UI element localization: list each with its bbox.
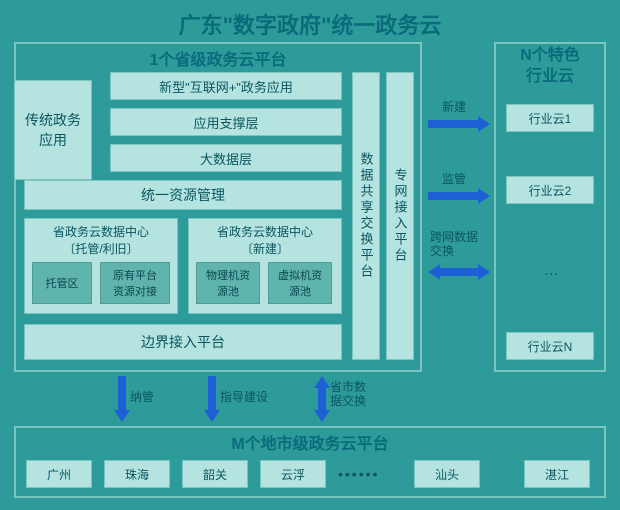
arrow-guide xyxy=(204,376,220,422)
arrow-manage-label: 纳管 xyxy=(130,388,154,405)
arrow-new-build-label: 新建 xyxy=(442,98,466,115)
industry-dots: ⋮ xyxy=(544,267,560,283)
municipal-heading: M个地市级政务云平台 xyxy=(14,430,606,454)
city-1: 珠海 xyxy=(104,460,170,488)
industry-outer xyxy=(494,42,606,372)
data-share-box: 数据共享交换平台 xyxy=(352,72,380,360)
arrow-guide-label: 指导建设 xyxy=(220,388,268,405)
city-0: 广州 xyxy=(26,460,92,488)
traditional-app-box: 传统政务 应用 xyxy=(14,80,92,180)
dc-right-sub1: 物理机资 源池 xyxy=(196,262,260,304)
arrow-supervise xyxy=(428,188,490,204)
arrow-exchange-label: 省市数 据交换 xyxy=(330,380,366,409)
dc-right-sub2: 虚拟机资 源池 xyxy=(268,262,332,304)
industry-item-2: 行业云2 xyxy=(506,176,594,204)
industry-heading: N个特色 行业云 xyxy=(494,46,606,88)
arrow-cross-net xyxy=(428,264,490,280)
industry-item-n: 行业云N xyxy=(506,332,594,360)
dc-left-sub2: 原有平台 资源对接 xyxy=(100,262,170,304)
arrow-manage xyxy=(114,376,130,422)
big-data-box: 大数据层 xyxy=(110,144,342,172)
city-5: 湛江 xyxy=(524,460,590,488)
arrow-new-build xyxy=(428,116,490,132)
city-4: 汕头 xyxy=(414,460,480,488)
city-dots: •••••• xyxy=(338,466,379,482)
city-3: 云浮 xyxy=(260,460,326,488)
industry-item-1: 行业云1 xyxy=(506,104,594,132)
arrow-supervise-label: 监管 xyxy=(442,170,466,187)
boundary-box: 边界接入平台 xyxy=(24,324,342,360)
app-support-box: 应用支撑层 xyxy=(110,108,342,136)
dc-left-sub1: 托管区 xyxy=(32,262,92,304)
arrow-exchange xyxy=(314,376,330,422)
provincial-heading: 1个省级政务云平台 xyxy=(14,46,422,70)
unified-resource-box: 统一资源管理 xyxy=(24,180,342,210)
diagram-area: 1个省级政务云平台 传统政务 应用 新型"互联网+"政务应用 应用支撑层 大数据… xyxy=(14,42,606,502)
city-2: 韶关 xyxy=(182,460,248,488)
arrow-cross-net-label: 跨网数据 交换 xyxy=(430,230,478,259)
internet-plus-box: 新型"互联网+"政务应用 xyxy=(110,72,342,100)
private-net-box: 专网接入平台 xyxy=(386,72,414,360)
main-title: 广东"数字政府"统一政务云 xyxy=(0,0,620,46)
